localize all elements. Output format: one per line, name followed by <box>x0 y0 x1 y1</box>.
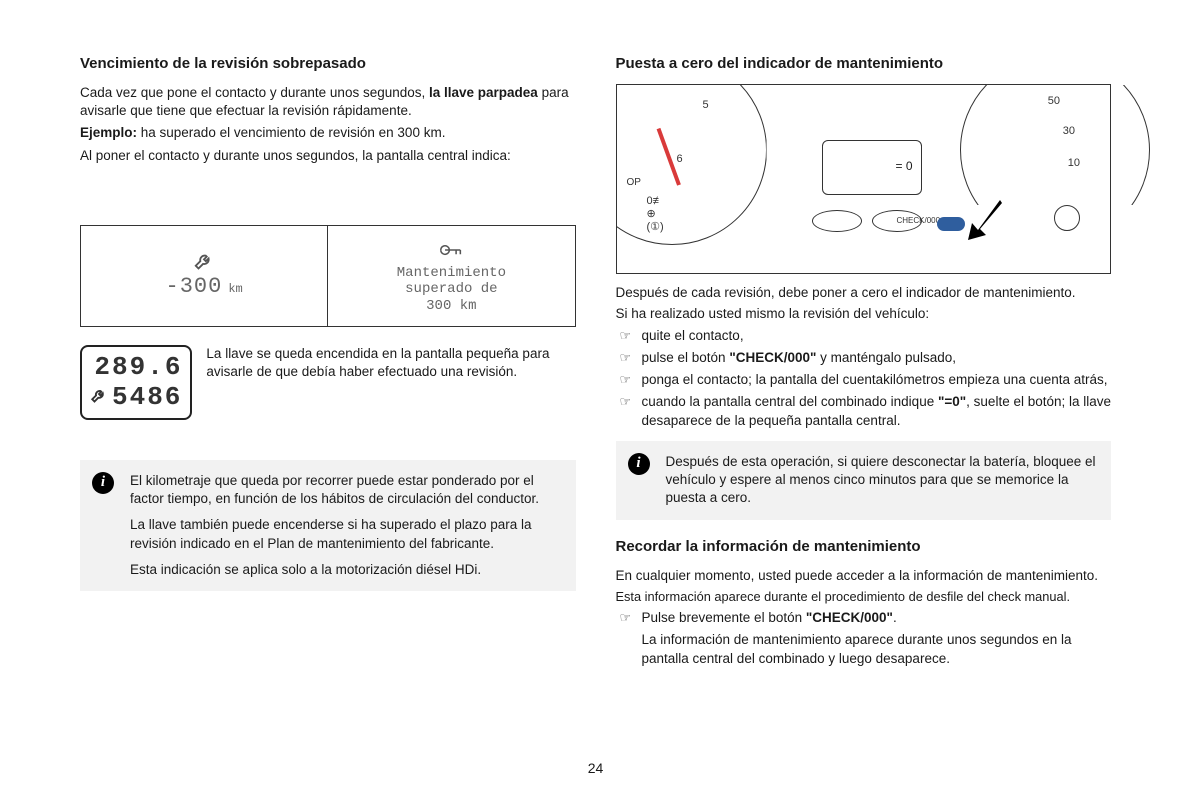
bold-text: "CHECK/000" <box>729 350 816 365</box>
recall-step: Pulse brevemente el botón "CHECK/000". L… <box>616 609 1112 669</box>
text: Cada vez que pone el contacto y durante … <box>80 85 429 100</box>
left-p3: Al poner el contacto y durante unos segu… <box>80 147 576 165</box>
right-info-text: Después de esta operación, si quiere des… <box>666 453 1098 508</box>
info-icon: i <box>628 453 650 475</box>
right-column: Puesta a cero del indicador de mantenimi… <box>616 55 1112 679</box>
diagram-left-cell: -300 km <box>81 226 328 326</box>
info-p3: Esta indicación se aplica solo a la moto… <box>130 561 562 579</box>
left-p1: Cada vez que pone el contacto y durante … <box>80 84 576 120</box>
lcd-row: 289.6 5486 La llave se queda encendida e… <box>80 345 576 420</box>
step-3: ponga el contacto; la pantalla del cuent… <box>616 371 1112 390</box>
left-p2: Ejemplo: ha superado el vencimiento de r… <box>80 124 576 142</box>
bold-text: la llave parpadea <box>429 85 538 100</box>
text: pulse el botón <box>642 350 730 365</box>
tick-6: 6 <box>677 153 683 165</box>
bold-text: "=0" <box>938 394 966 409</box>
bold-text: Ejemplo: <box>80 125 137 140</box>
left-gauge <box>577 55 767 245</box>
maint-line-1: Mantenimiento <box>397 265 506 282</box>
key-icon <box>434 237 468 263</box>
text: ha superado el vencimiento de revisión e… <box>137 125 445 140</box>
wrench-icon <box>90 388 108 406</box>
step-4: cuando la pantalla central del combinado… <box>616 393 1112 431</box>
km-value: -300 <box>166 274 223 299</box>
maint-line-3: 300 km <box>426 298 476 315</box>
op-label: OP <box>627 177 641 188</box>
arrow-icon <box>960 195 1010 245</box>
lcd-bottom-row: 5486 <box>82 382 190 412</box>
right-heading: Puesta a cero del indicador de mantenimi… <box>616 55 1112 72</box>
km-unit: km <box>228 282 242 296</box>
page-number: 24 <box>588 760 604 776</box>
wrench-icon <box>193 252 215 274</box>
maint-line-2: superado de <box>405 281 497 298</box>
right-p3: En cualquier momento, usted puede accede… <box>616 567 1112 585</box>
right-p1: Después de cada revisión, debe poner a c… <box>616 284 1112 302</box>
right-small-gauge <box>1054 205 1080 231</box>
left-column: Vencimiento de la revisión sobrepasado C… <box>80 55 576 679</box>
center-oval-1 <box>812 210 862 232</box>
left-heading: Vencimiento de la revisión sobrepasado <box>80 55 576 72</box>
lcd-caption: La llave se queda encendida en la pantal… <box>206 345 575 381</box>
lcd-display: 289.6 5486 <box>80 345 192 420</box>
indicator-diagram: -300 km Mantenimiento superado de 300 km <box>80 225 576 327</box>
recall-list: Pulse brevemente el botón "CHECK/000". L… <box>616 609 1112 669</box>
right-info-box: i Después de esta operación, si quiere d… <box>616 441 1112 520</box>
text: y manténgalo pulsado, <box>816 350 956 365</box>
tick-30: 30 <box>1063 125 1075 137</box>
text: . <box>893 610 897 625</box>
right-p2: Si ha realizado usted mismo la revisión … <box>616 305 1112 323</box>
left-info-box: i El kilometraje que queda por recorrer … <box>80 460 576 591</box>
tick-10: 10 <box>1068 157 1080 169</box>
right-p4: Esta información aparece durante el proc… <box>616 588 1112 605</box>
tick-5: 5 <box>703 99 709 111</box>
right-heading-2: Recordar la información de mantenimiento <box>616 538 1112 555</box>
step-2: pulse el botón "CHECK/000" y manténgalo … <box>616 349 1112 368</box>
text: Pulse brevemente el botón <box>642 610 806 625</box>
lcd-bottom-value: 5486 <box>112 382 182 412</box>
step-1: quite el contacto, <box>616 327 1112 346</box>
check000-label: CHECK/000 <box>897 216 941 225</box>
info-p2: La llave también puede encenderse si ha … <box>130 516 562 552</box>
eq-zero-label: = 0 <box>895 159 912 173</box>
cluster-icons: 0≢⊕(①) <box>647 195 664 233</box>
tick-50: 50 <box>1048 95 1060 107</box>
info-p1: El kilometraje que queda por recorrer pu… <box>130 472 562 508</box>
diagram-right-cell: Mantenimiento superado de 300 km <box>328 226 574 326</box>
lcd-top-value: 289.6 <box>82 352 190 382</box>
text: cuando la pantalla central del combinado… <box>642 394 938 409</box>
info-icon: i <box>92 472 114 494</box>
recall-result: La información de mantenimiento aparece … <box>642 631 1112 669</box>
steps-list: quite el contacto, pulse el botón "CHECK… <box>616 327 1112 430</box>
center-screen: = 0 <box>822 140 922 195</box>
dashboard-diagram: 5 6 50 30 10 = 0 0≢⊕(①) OP CHECK/000 <box>616 84 1112 274</box>
bold-text: "CHECK/000" <box>806 610 893 625</box>
